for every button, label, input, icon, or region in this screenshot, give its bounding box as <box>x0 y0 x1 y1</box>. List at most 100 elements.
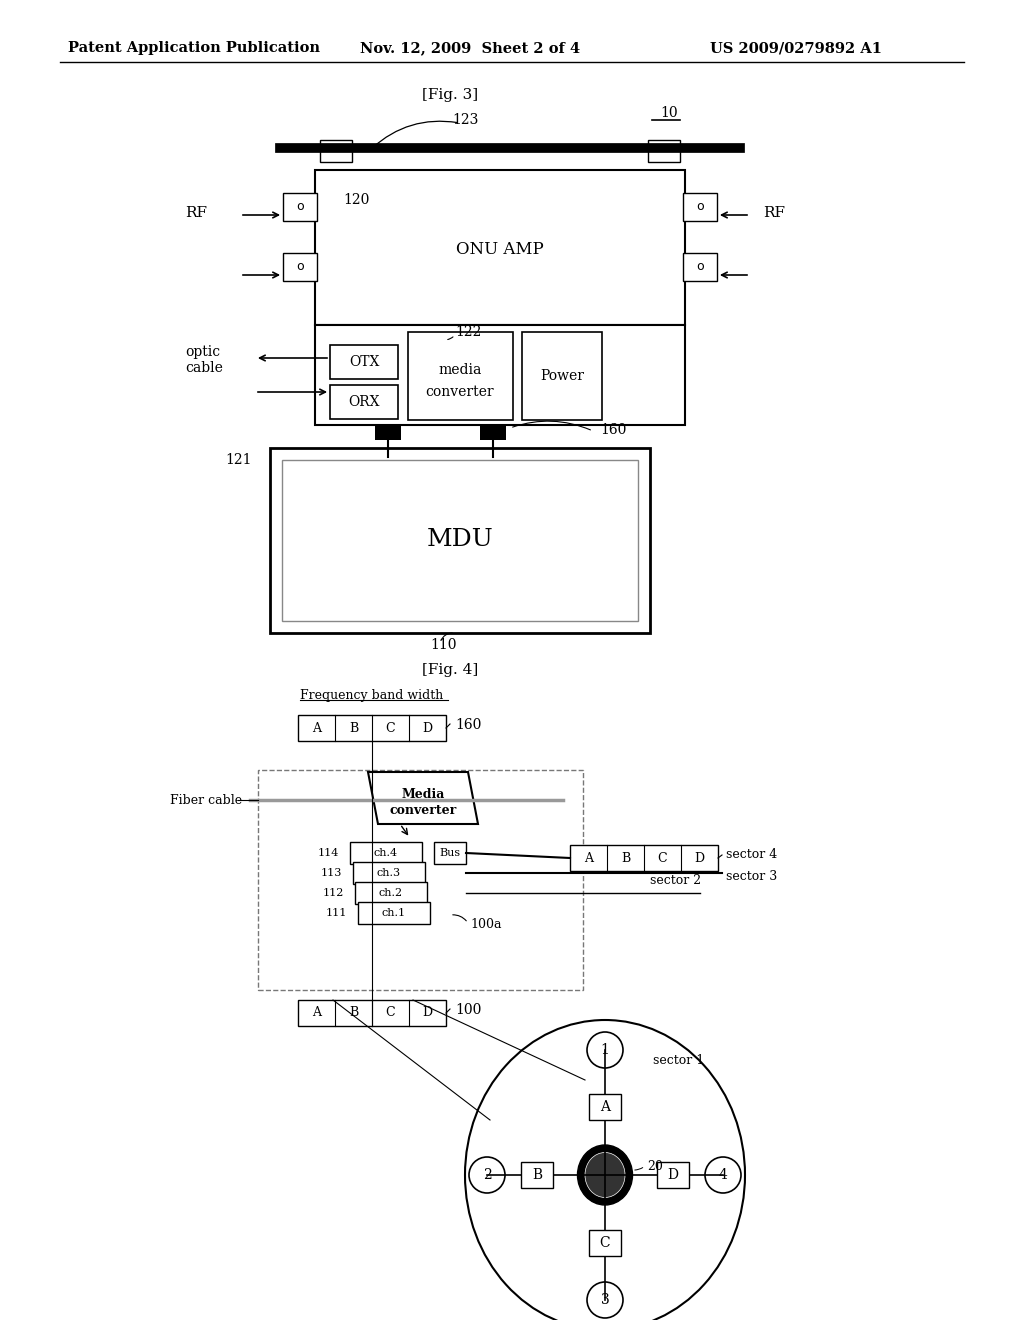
Bar <box>375 426 401 440</box>
Text: sector 1: sector 1 <box>653 1053 705 1067</box>
Text: media: media <box>438 363 481 378</box>
Text: D: D <box>423 1006 432 1019</box>
Bar <box>258 770 583 990</box>
Bar <box>282 459 638 620</box>
Text: ONU AMP: ONU AMP <box>456 242 544 259</box>
Text: sector 4: sector 4 <box>726 849 777 862</box>
Text: Frequency band width: Frequency band width <box>300 689 443 701</box>
Text: converter: converter <box>426 385 495 399</box>
Bar <box>315 170 685 325</box>
Bar <box>434 842 466 865</box>
Bar <box>480 426 506 440</box>
Text: 20: 20 <box>647 1160 663 1173</box>
Text: converter: converter <box>389 804 457 817</box>
Text: 100a: 100a <box>470 919 502 932</box>
Text: Nov. 12, 2009  Sheet 2 of 4: Nov. 12, 2009 Sheet 2 of 4 <box>360 41 581 55</box>
Text: MDU: MDU <box>427 528 494 552</box>
Text: 10: 10 <box>660 106 678 120</box>
Bar <box>657 1162 689 1188</box>
Bar <box>350 842 422 865</box>
Bar <box>330 385 398 418</box>
Bar <box>298 1001 446 1026</box>
Text: D: D <box>423 722 432 734</box>
Text: A: A <box>312 722 321 734</box>
Text: o: o <box>696 201 703 214</box>
Bar <box>589 1230 621 1257</box>
Bar <box>408 333 513 420</box>
Polygon shape <box>368 772 478 824</box>
Text: sector 3: sector 3 <box>726 870 777 883</box>
Text: A: A <box>600 1100 610 1114</box>
Text: 122: 122 <box>455 325 481 339</box>
Bar <box>522 333 602 420</box>
Text: ch.1: ch.1 <box>382 908 407 917</box>
Text: 121: 121 <box>225 453 252 467</box>
Text: US 2009/0279892 A1: US 2009/0279892 A1 <box>710 41 882 55</box>
Bar <box>683 253 717 281</box>
Bar <box>283 253 317 281</box>
Text: 120: 120 <box>343 193 370 207</box>
Text: A: A <box>312 1006 321 1019</box>
Text: 113: 113 <box>321 869 342 878</box>
Text: 114: 114 <box>317 847 339 858</box>
Bar <box>570 845 718 871</box>
Bar <box>270 447 650 634</box>
Bar <box>330 345 398 379</box>
Text: Fiber cable: Fiber cable <box>170 793 242 807</box>
Text: 160: 160 <box>600 422 627 437</box>
Text: 112: 112 <box>323 888 344 898</box>
Text: [Fig. 4]: [Fig. 4] <box>422 663 478 677</box>
Text: [Fig. 3]: [Fig. 3] <box>422 88 478 102</box>
Text: 100: 100 <box>455 1003 481 1016</box>
Text: Power: Power <box>540 370 584 383</box>
Text: A: A <box>584 851 593 865</box>
FancyBboxPatch shape <box>319 140 352 162</box>
Text: Patent Application Publication: Patent Application Publication <box>68 41 319 55</box>
Bar <box>589 1094 621 1119</box>
Bar <box>521 1162 553 1188</box>
Text: D: D <box>668 1168 679 1181</box>
Text: C: C <box>600 1236 610 1250</box>
Text: B: B <box>349 1006 358 1019</box>
Bar <box>683 193 717 220</box>
Ellipse shape <box>585 1152 625 1197</box>
FancyBboxPatch shape <box>648 140 680 162</box>
Text: 4: 4 <box>719 1168 727 1181</box>
Text: RF: RF <box>185 206 207 220</box>
Text: OTX: OTX <box>349 355 379 370</box>
Text: 160: 160 <box>455 718 481 733</box>
Text: C: C <box>386 1006 395 1019</box>
Text: optic: optic <box>185 345 220 359</box>
Bar <box>298 715 446 741</box>
Text: o: o <box>296 260 304 273</box>
Text: ch.4: ch.4 <box>374 847 398 858</box>
Text: B: B <box>531 1168 542 1181</box>
Text: 3: 3 <box>601 1294 609 1307</box>
Text: Media: Media <box>401 788 444 800</box>
Text: B: B <box>349 722 358 734</box>
Text: 2: 2 <box>482 1168 492 1181</box>
Text: sector 2: sector 2 <box>650 874 701 887</box>
Bar <box>355 882 427 904</box>
Text: C: C <box>657 851 668 865</box>
Text: 1: 1 <box>600 1043 609 1057</box>
Bar <box>353 862 425 884</box>
Ellipse shape <box>578 1144 633 1205</box>
Bar <box>283 193 317 220</box>
Bar <box>315 325 685 425</box>
Text: D: D <box>694 851 705 865</box>
Text: o: o <box>296 201 304 214</box>
Text: ch.2: ch.2 <box>379 888 403 898</box>
Text: cable: cable <box>185 360 223 375</box>
Text: B: B <box>621 851 630 865</box>
Text: Bus: Bus <box>439 847 461 858</box>
Bar <box>358 902 430 924</box>
Text: o: o <box>696 260 703 273</box>
Text: ch.3: ch.3 <box>377 869 401 878</box>
Text: 123: 123 <box>452 114 478 127</box>
Text: RF: RF <box>763 206 785 220</box>
Text: C: C <box>386 722 395 734</box>
Text: 111: 111 <box>326 908 347 917</box>
Text: ORX: ORX <box>348 395 380 409</box>
Text: 110: 110 <box>430 638 457 652</box>
